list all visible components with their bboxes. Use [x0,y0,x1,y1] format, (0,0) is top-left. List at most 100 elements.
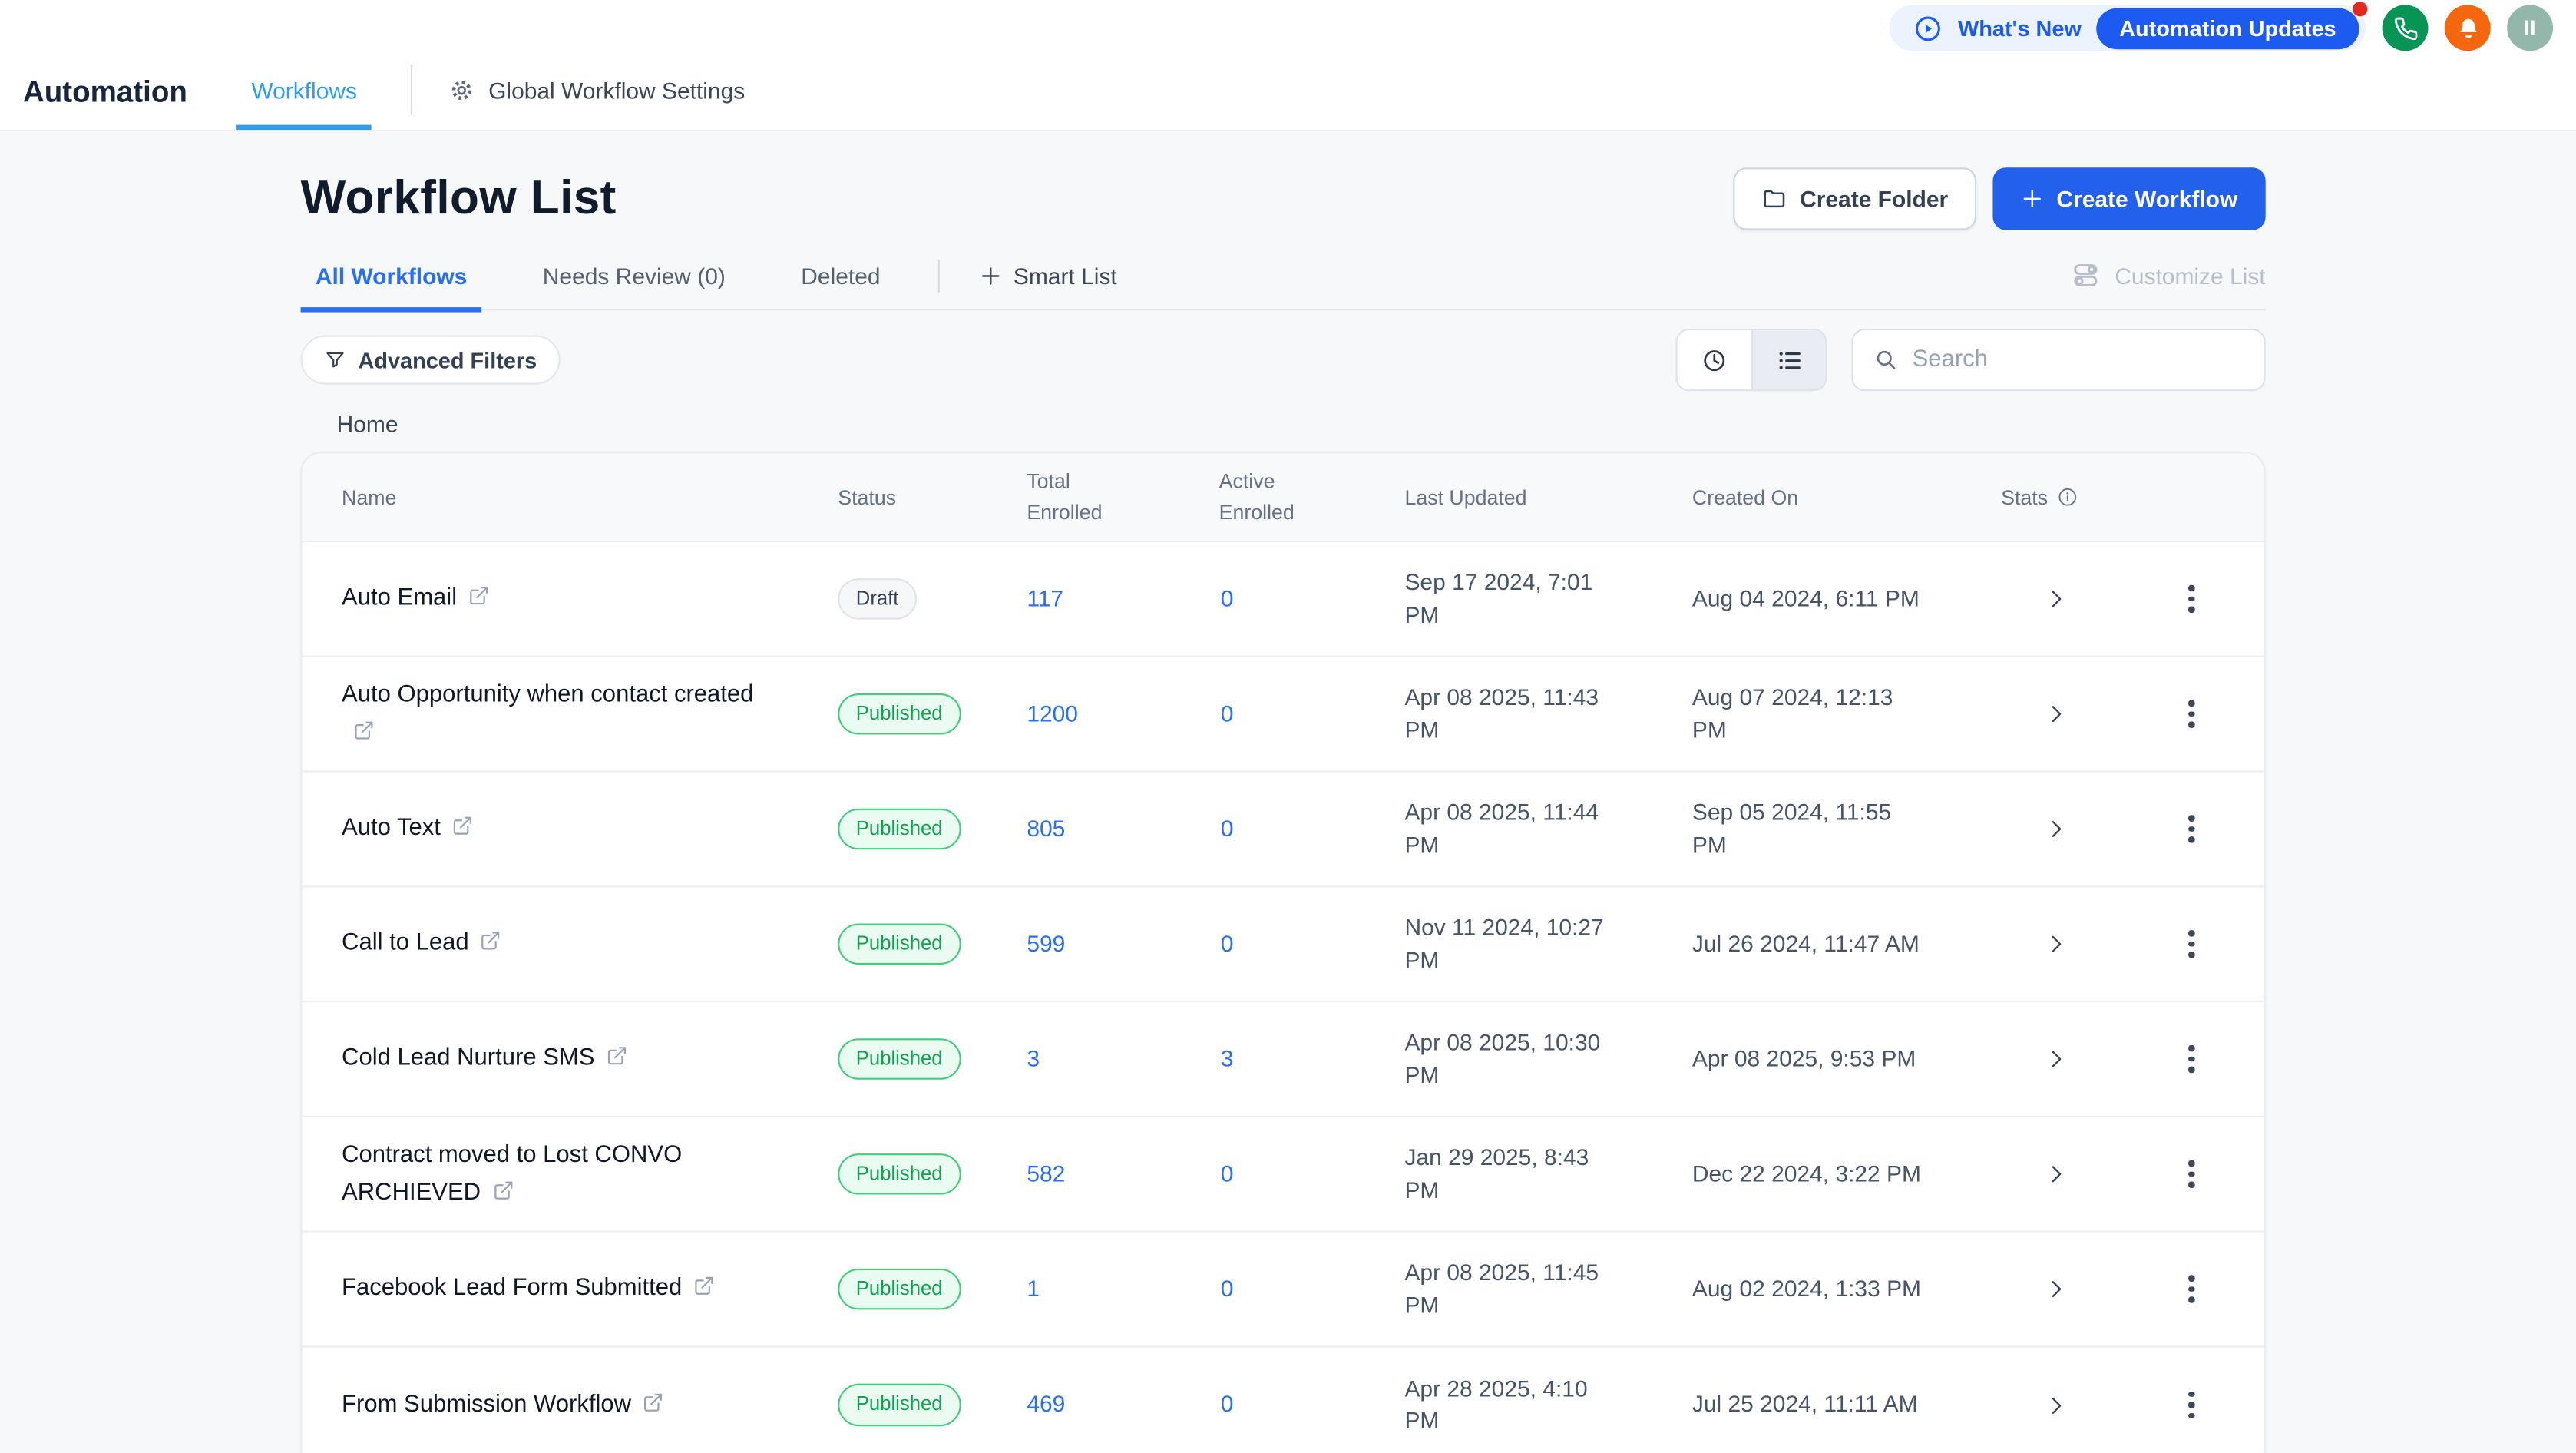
status-badge: Published [838,808,961,850]
row-menu-button[interactable] [2179,806,2204,852]
row-menu-button[interactable] [2179,1150,2204,1197]
status-badge: Published [838,1153,961,1196]
active-enrolled-link[interactable]: 0 [1220,929,1234,956]
sliders-icon [2072,261,2100,289]
table-row[interactable]: Call to Lead Published 599 0 Nov 11 2024… [302,887,2264,1003]
create-folder-button[interactable]: Create Folder [1732,167,1976,230]
last-updated-value: Apr 08 2025, 11:44 PM [1404,799,1599,857]
column-header-created-on: Created On [1691,485,1799,509]
created-on-value: Jul 26 2024, 11:47 AM [1691,929,1920,956]
row-menu-button[interactable] [2179,690,2204,737]
total-enrolled-link[interactable]: 599 [1027,929,1066,956]
advanced-filters-button[interactable]: Advanced Filters [300,335,561,385]
external-link-icon[interactable] [452,816,474,837]
tab-workflows[interactable]: Workflows [236,55,372,131]
tabs-divider [937,260,940,293]
search-input[interactable] [1912,346,2244,373]
external-link-icon[interactable] [481,931,502,952]
row-menu-button[interactable] [2179,921,2204,968]
phone-button[interactable] [2382,5,2429,51]
workflow-name[interactable]: From Submission Workflow [342,1391,632,1418]
row-menu-button[interactable] [2179,1382,2204,1428]
notification-dot [2353,2,2368,17]
automation-updates-button[interactable]: Automation Updates [2096,7,2359,49]
table-row[interactable]: Facebook Lead Form Submitted Published 1… [302,1232,2264,1348]
total-enrolled-link[interactable]: 117 [1027,584,1064,611]
whats-new-pill[interactable]: What's New Automation Updates [1889,2,2368,51]
workflow-name[interactable]: Call to Lead [342,930,469,957]
external-link-icon[interactable] [606,1045,627,1067]
avatar[interactable]: II [2507,5,2554,51]
tab-deleted[interactable]: Deleted [801,263,881,290]
created-on-value: Dec 22 2024, 3:22 PM [1691,1160,1921,1187]
breadcrumb[interactable]: Home [336,410,398,438]
list-icon [1778,351,1800,369]
active-enrolled-link[interactable]: 0 [1220,1159,1234,1186]
external-link-icon[interactable] [693,1276,715,1297]
smart-list-button[interactable]: Smart List [979,263,1117,309]
last-updated-value: Apr 08 2025, 10:30 PM [1404,1028,1601,1087]
created-on-value: Jul 25 2024, 11:11 AM [1691,1390,1918,1418]
external-link-icon[interactable] [353,719,375,740]
table-row[interactable]: Auto Email Draft 117 0 Sep 17 2024, 7:01… [302,542,2264,657]
stats-chevron-icon[interactable] [2043,1047,2068,1071]
whats-new-label[interactable]: What's New [1957,15,2082,41]
stats-chevron-icon[interactable] [2043,816,2068,841]
row-menu-button[interactable] [2179,575,2204,622]
phone-icon [2393,16,2417,40]
column-header-name: Name [342,485,397,509]
total-enrolled-link[interactable]: 805 [1027,814,1066,841]
play-circle-icon [1912,12,1943,44]
total-enrolled-link[interactable]: 1200 [1027,699,1078,726]
info-icon[interactable] [2056,486,2078,508]
total-enrolled-link[interactable]: 469 [1027,1390,1066,1417]
create-workflow-button[interactable]: Create Workflow [1992,167,2266,230]
plus-icon [2020,187,2043,210]
stats-chevron-icon[interactable] [2043,702,2068,726]
total-enrolled-link[interactable]: 3 [1027,1044,1040,1071]
workflow-name[interactable]: Contract moved to Lost CONVO ARCHIEVED [342,1142,683,1206]
list-view-button[interactable] [1751,330,1826,390]
plus-icon [979,264,1002,287]
tab-all-workflows[interactable]: All Workflows [300,263,482,312]
row-menu-button[interactable] [2179,1266,2204,1312]
workflow-name[interactable]: Auto Text [342,815,441,842]
active-enrolled-link[interactable]: 0 [1220,1274,1234,1301]
stats-chevron-icon[interactable] [2043,587,2068,611]
status-badge: Published [838,693,961,736]
row-menu-button[interactable] [2179,1036,2204,1083]
history-view-button[interactable] [1677,330,1751,390]
table-row[interactable]: Contract moved to Lost CONVO ARCHIEVED P… [302,1117,2264,1233]
external-link-icon[interactable] [643,1392,664,1413]
active-enrolled-link[interactable]: 0 [1220,584,1234,611]
table-row[interactable]: Cold Lead Nurture SMS Published 3 3 Apr … [302,1002,2264,1117]
active-enrolled-link[interactable]: 0 [1220,1390,1234,1417]
active-enrolled-link[interactable]: 3 [1220,1044,1234,1071]
table-row[interactable]: From Submission Workflow Published 469 0… [302,1347,2264,1453]
workflow-name[interactable]: Facebook Lead Form Submitted [342,1275,683,1302]
stats-chevron-icon[interactable] [2043,932,2068,956]
stats-chevron-icon[interactable] [2043,1162,2068,1187]
total-enrolled-link[interactable]: 1 [1027,1274,1040,1301]
title-row: Workflow List Create Folder [301,167,2266,230]
total-enrolled-link[interactable]: 582 [1027,1159,1066,1186]
active-enrolled-link[interactable]: 0 [1220,814,1234,841]
content-area: Workflow List Create Folder [0,167,2576,1453]
table-row[interactable]: Auto Text Published 805 0 Apr 08 2025, 1… [302,772,2264,888]
search-box [1851,328,2266,392]
stats-chevron-icon[interactable] [2043,1392,2068,1417]
stats-chevron-icon[interactable] [2043,1277,2068,1302]
list-tabs: All Workflows Needs Review (0) Deleted S… [300,255,2266,312]
global-workflow-settings-link[interactable]: Global Workflow Settings [449,55,745,130]
customize-list-button[interactable]: Customize List [2072,261,2266,309]
workflow-name[interactable]: Auto Opportunity when contact created [342,682,754,709]
last-updated-value: Nov 11 2024, 10:27 PM [1404,914,1604,972]
external-link-icon[interactable] [492,1179,514,1200]
workflow-name[interactable]: Cold Lead Nurture SMS [342,1045,595,1072]
active-enrolled-link[interactable]: 0 [1220,699,1234,726]
table-row[interactable]: Auto Opportunity when contact created Pu… [302,657,2264,773]
tab-needs-review[interactable]: Needs Review (0) [542,263,726,290]
notifications-button[interactable] [2444,5,2491,51]
workflow-name[interactable]: Auto Email [342,585,458,612]
external-link-icon[interactable] [468,585,490,607]
